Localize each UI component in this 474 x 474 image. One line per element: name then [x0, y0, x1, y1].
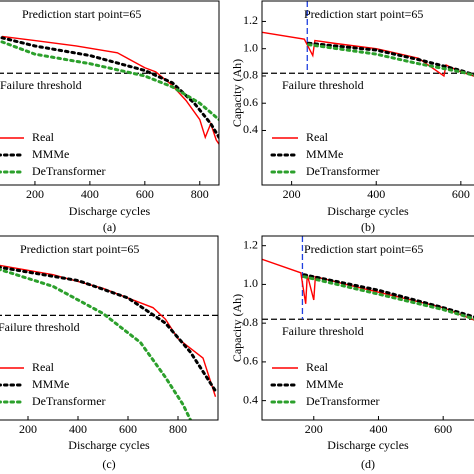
y-tick-label: 0.8 [243, 68, 258, 82]
panel-caption: (a) [103, 220, 116, 234]
plot-area [0, 35, 219, 145]
x-axis-label: Discharge cycles [68, 438, 150, 452]
series-line [307, 43, 474, 77]
annotation: Prediction start point=65 [20, 242, 139, 256]
x-tick-label: 400 [69, 422, 87, 436]
x-tick-label: 400 [81, 187, 99, 201]
x-tick-label: 200 [26, 187, 44, 201]
legend-label: MMMe [306, 147, 343, 161]
x-axis-label: Discharge cycles [327, 438, 409, 452]
legend-label: Real [306, 360, 329, 374]
panel: Failure threshold Prediction start point=… [0, 0, 220, 234]
y-tick-label: 1.2 [243, 237, 258, 251]
panel-caption: (c) [102, 457, 115, 471]
threshold-label: Failure threshold [282, 78, 364, 92]
series-line [302, 273, 474, 319]
threshold-label: Failure threshold [0, 78, 82, 92]
axes-frame [261, 0, 474, 186]
x-tick-label: 800 [191, 187, 209, 201]
series-line [0, 265, 217, 393]
y-tick-label: 0.6 [243, 95, 258, 109]
annotation: Prediction start point=65 [22, 7, 141, 21]
y-axis-label: Capacity (Ah) [230, 294, 244, 362]
y-tick-label: 0.4 [243, 392, 258, 406]
x-tick-label: 600 [136, 187, 154, 201]
plot-area [262, 236, 474, 321]
legend-label: MMMe [32, 377, 69, 391]
series-line [0, 267, 192, 420]
x-tick-label: 200 [283, 187, 301, 201]
legend-label: Real [32, 360, 55, 374]
x-tick-label: 400 [369, 422, 387, 436]
x-tick-label: 200 [19, 422, 37, 436]
x-axis-label: Discharge cycles [69, 204, 151, 218]
legend-label: Real [306, 130, 329, 144]
y-tick-label: 1.2 [243, 13, 258, 27]
plot-area [0, 264, 218, 420]
series-line [0, 40, 219, 122]
y-tick-label: 1.0 [243, 40, 258, 54]
threshold-label: Failure threshold [0, 320, 80, 334]
legend-label: DeTransformer [32, 164, 106, 178]
legend-label: MMMe [32, 147, 69, 161]
y-tick-label: 0.4 [243, 122, 258, 136]
panel-caption: (b) [361, 220, 375, 234]
x-tick-label: 600 [119, 422, 137, 436]
y-tick-label: 0.8 [243, 315, 258, 329]
x-tick-label: 600 [452, 187, 470, 201]
threshold-label: Failure threshold [282, 324, 364, 338]
annotation: Prediction start point=65 [304, 242, 423, 256]
plot-area [262, 1, 474, 78]
x-tick-label: 800 [169, 422, 187, 436]
series-line [302, 275, 474, 321]
x-axis-label: Discharge cycles [327, 204, 409, 218]
axes-frame [0, 235, 219, 421]
annotation: Prediction start point=65 [304, 7, 423, 21]
legend-label: DeTransformer [306, 394, 380, 408]
x-tick-label: 200 [305, 422, 323, 436]
series-line [0, 36, 219, 139]
panel: Failure threshold Prediction start point=… [230, 235, 474, 471]
panel-caption: (d) [361, 457, 375, 471]
y-tick-label: 0.6 [243, 354, 258, 368]
panel: Failure threshold Prediction start point=… [230, 0, 474, 234]
panel: Failure threshold Prediction start point=… [0, 235, 219, 471]
legend-label: DeTransformer [32, 394, 106, 408]
axes-frame [0, 0, 220, 186]
legend-label: Real [32, 130, 55, 144]
series-line [262, 31, 474, 78]
x-tick-label: 600 [434, 422, 452, 436]
x-tick-label: 400 [367, 187, 385, 201]
axes-frame [261, 235, 474, 421]
legend-label: DeTransformer [306, 164, 380, 178]
y-tick-label: 1.0 [243, 276, 258, 290]
legend-label: MMMe [306, 377, 343, 391]
y-axis-label: Capacity (Ah) [230, 59, 244, 127]
